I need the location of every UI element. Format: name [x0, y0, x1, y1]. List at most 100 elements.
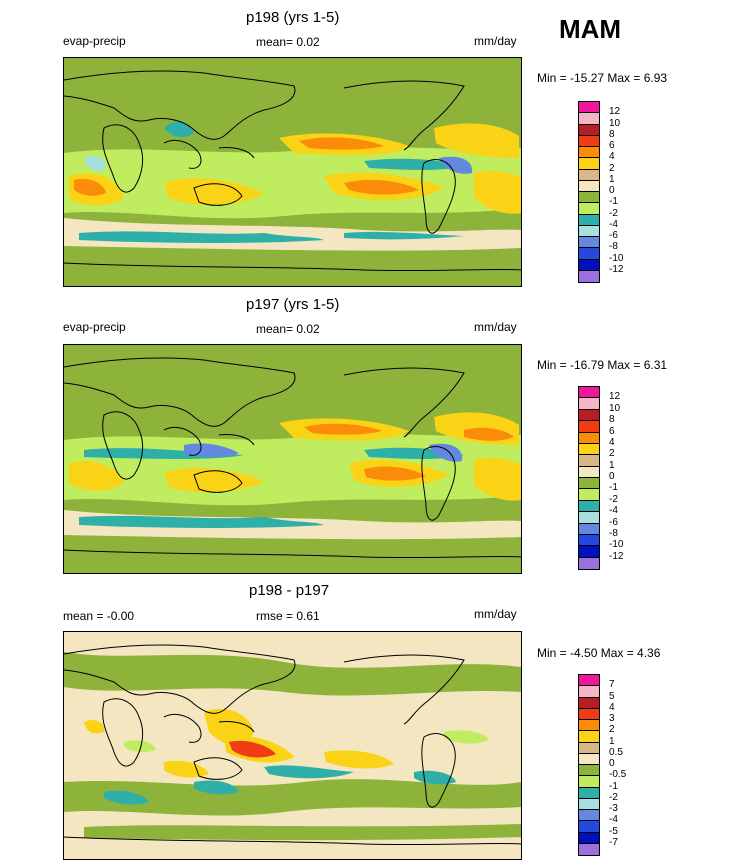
panel-3-colorbar [578, 674, 600, 856]
colorbar-tick-label: 2 [609, 162, 615, 174]
colorbar-tick-label: -10 [609, 252, 624, 264]
colorbar-swatch [579, 158, 599, 170]
colorbar-swatch [579, 387, 599, 399]
colorbar-tick-label: 10 [609, 117, 621, 129]
colorbar-swatch [579, 798, 599, 810]
colorbar-swatch [579, 546, 599, 558]
colorbar-tick-label: -8 [609, 241, 618, 253]
colorbar-swatch [579, 697, 599, 709]
colorbar-tick-label: -12 [609, 550, 624, 562]
colorbar-swatch [579, 720, 599, 732]
panel-3-minmax-label: Min = -4.50 Max = 4.36 [537, 646, 661, 660]
colorbar-swatch [579, 675, 599, 687]
colorbar-tick-label: 7 [609, 679, 615, 691]
colorbar-swatch [579, 686, 599, 698]
colorbar-swatch [579, 169, 599, 181]
colorbar-swatch [579, 147, 599, 159]
colorbar-tick-label: 1 [609, 173, 615, 185]
colorbar-tick-label: 8 [609, 414, 615, 426]
colorbar-swatch [579, 765, 599, 777]
colorbar-tick-label: -10 [609, 539, 624, 551]
colorbar-swatch [579, 124, 599, 136]
colorbar-swatch [579, 500, 599, 513]
colorbar-swatch [579, 832, 599, 844]
colorbar-tick-label: 3 [609, 713, 615, 724]
colorbar-swatch [579, 443, 599, 456]
colorbar-swatch [579, 810, 599, 822]
colorbar-swatch [579, 214, 599, 226]
colorbar-tick-label: 8 [609, 128, 615, 140]
colorbar-tick-label: 12 [609, 106, 621, 118]
panel-1-title: p198 (yrs 1-5) [246, 9, 340, 26]
colorbar-tick-label: -1 [609, 196, 618, 208]
colorbar-tick-label: 1 [609, 459, 615, 471]
colorbar-tick-label: -12 [609, 263, 624, 275]
panel-2-map [63, 344, 522, 574]
panel-1-minmax-label: Min = -15.27 Max = 6.93 [537, 71, 668, 85]
panel-2-colorbar [578, 386, 600, 570]
colorbar-tick-label: 0 [609, 758, 615, 769]
colorbar-swatch [579, 523, 599, 535]
colorbar-swatch [579, 512, 599, 524]
colorbar-tick-label: 1 [609, 735, 615, 747]
colorbar-tick-label: -1 [609, 482, 618, 494]
colorbar-swatch [579, 259, 599, 271]
colorbar-tick-label: 2 [609, 448, 615, 460]
colorbar-swatch [579, 270, 599, 282]
colorbar-swatch [579, 203, 599, 215]
colorbar-tick-label: 0.5 [609, 746, 623, 758]
colorbar-swatch [579, 843, 599, 855]
colorbar-swatch [579, 135, 599, 147]
panel-2-units-label: mm/day [474, 320, 517, 334]
colorbar-tick-label: -6 [609, 230, 618, 241]
colorbar-tick-label: -6 [609, 516, 618, 528]
colorbar-tick-label: 5 [609, 690, 615, 702]
colorbar-tick-label: -2 [609, 791, 618, 803]
colorbar-tick-label: 4 [609, 436, 615, 448]
colorbar-tick-label: -8 [609, 527, 618, 539]
colorbar-swatch [579, 432, 599, 444]
colorbar-swatch [579, 534, 599, 547]
colorbar-tick-label: -2 [609, 207, 618, 219]
colorbar-swatch [579, 753, 599, 765]
colorbar-swatch [579, 731, 599, 743]
colorbar-swatch [579, 237, 599, 249]
panel-3-units-label: mm/day [474, 607, 517, 621]
colorbar-swatch [579, 708, 599, 720]
panel-3-map [63, 631, 522, 860]
colorbar-swatch [579, 180, 599, 192]
panel-3-title: p198 - p197 [249, 582, 330, 599]
colorbar-swatch [579, 225, 599, 237]
colorbar-swatch [579, 398, 599, 410]
colorbar-tick-label: -4 [609, 505, 618, 517]
panel-2-title: p197 (yrs 1-5) [246, 296, 340, 313]
colorbar-tick-label: -1 [609, 780, 618, 792]
colorbar-tick-label: -4 [609, 218, 618, 230]
colorbar-tick-label: -2 [609, 493, 618, 505]
colorbar-swatch [579, 421, 599, 433]
panel-1-mean-label: mean= 0.02 [256, 35, 320, 49]
colorbar-swatch [579, 557, 599, 569]
colorbar-tick-label: -5 [609, 825, 618, 837]
colorbar-swatch [579, 192, 599, 204]
colorbar-tick-label: 2 [609, 724, 615, 736]
panel-2-mean-label: mean= 0.02 [256, 322, 320, 336]
colorbar-tick-label: -4 [609, 814, 618, 826]
colorbar-swatch [579, 742, 599, 754]
colorbar-swatch [579, 409, 599, 422]
colorbar-tick-label: 10 [609, 402, 621, 414]
colorbar-tick-label: 0 [609, 185, 615, 196]
colorbar-swatch [579, 787, 599, 799]
colorbar-swatch [579, 821, 599, 833]
colorbar-tick-label: -0.5 [609, 769, 627, 781]
panel-1-colorbar [578, 101, 600, 283]
colorbar-tick-label: -7 [609, 836, 618, 848]
panel-3-rmse-label: rmse = 0.61 [256, 609, 320, 623]
colorbar-swatch [579, 466, 599, 478]
panel-2-minmax-label: Min = -16.79 Max = 6.31 [537, 358, 668, 372]
colorbar-swatch [579, 776, 599, 788]
colorbar-tick-label: 6 [609, 140, 615, 151]
colorbar-tick-label: -3 [609, 803, 618, 814]
colorbar-swatch [579, 455, 599, 467]
panel-3-mean-label: mean = -0.00 [63, 609, 135, 623]
